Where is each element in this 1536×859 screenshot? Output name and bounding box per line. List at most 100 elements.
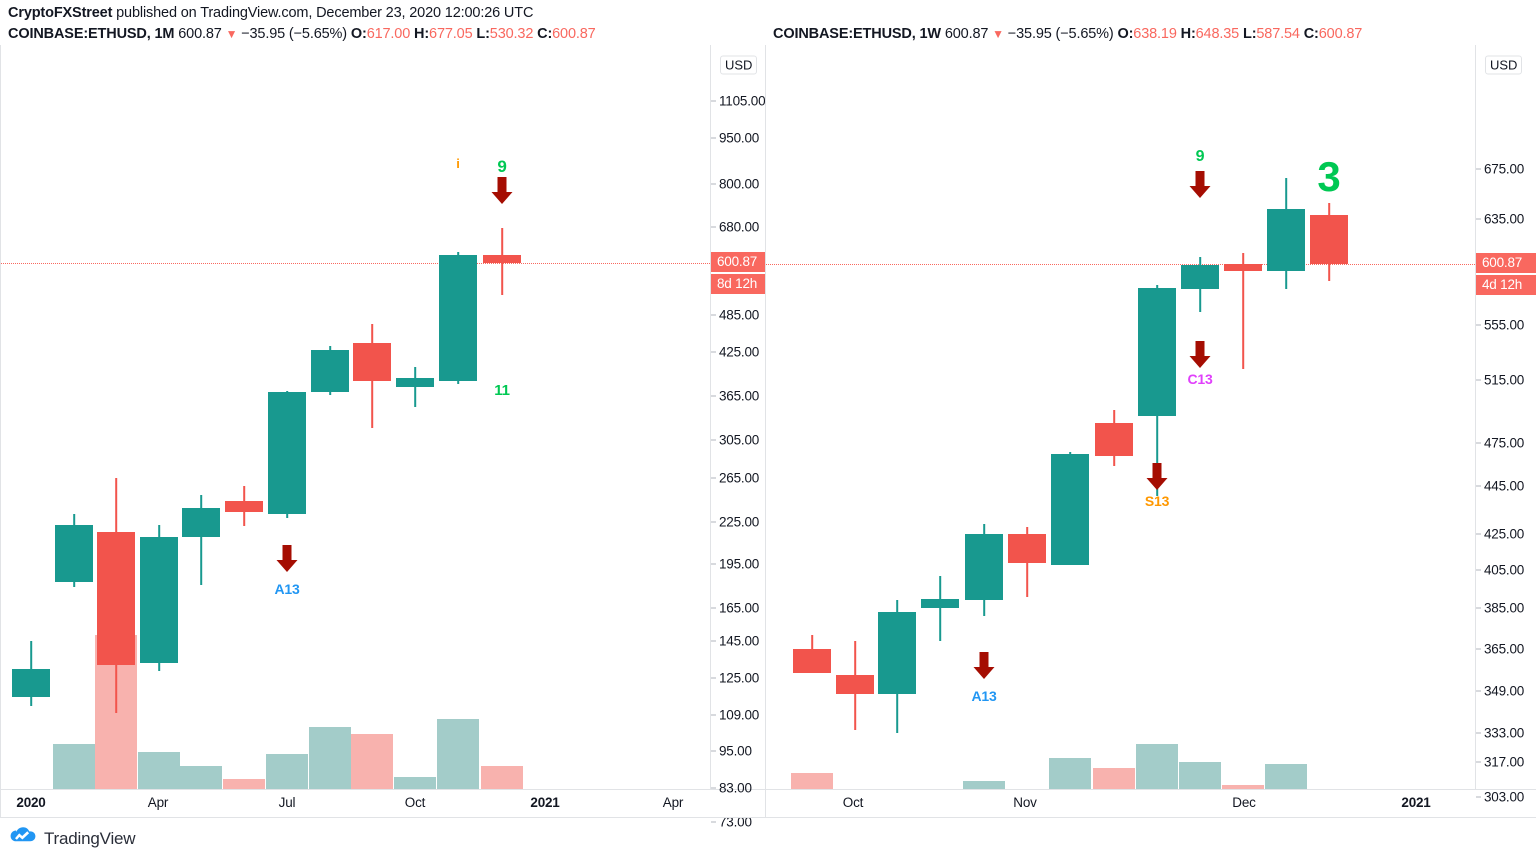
axis-tick-dash [1476, 533, 1481, 535]
weekly-plot-area[interactable]: A13 S13 C13 9 3 [765, 45, 1475, 790]
axis-tick-dash [711, 351, 716, 353]
axis-tick-label: 555.00 [1484, 317, 1525, 333]
count-11-marker-label: 11 [494, 382, 510, 399]
axis-tick-label: 333.00 [1484, 725, 1525, 741]
candle-body[interactable] [439, 254, 477, 381]
left-change: −35.95 (−5.65%) [241, 26, 347, 42]
volume-bar [53, 743, 95, 789]
candle-body[interactable] [921, 598, 959, 608]
axis-tick-label: 485.00 [719, 307, 760, 323]
axis-tick-label: 635.00 [1484, 211, 1525, 227]
axis-tick-label: 109.00 [719, 707, 760, 723]
axis-tick-label: 95.00 [719, 743, 752, 759]
volume-bar [1179, 762, 1221, 789]
axis-tick-label: 303.00 [1484, 789, 1525, 805]
axis-tick-dash [711, 607, 716, 609]
volume-bar [791, 772, 833, 789]
axis-tick-dash [711, 821, 716, 823]
axis-tick-label: 349.00 [1484, 683, 1525, 699]
axis-tick-label: 365.00 [1484, 641, 1525, 657]
monthly-plot-area[interactable]: A13 9 11 i [0, 45, 710, 790]
weekly-price-axis[interactable]: 675.00 635.00 555.00 515.00 475.00 445.00 425.… [1475, 45, 1536, 805]
candle-wick [414, 367, 416, 407]
current-price-tag[interactable]: 600.87 [1476, 253, 1536, 274]
candle-body[interactable] [1181, 265, 1219, 290]
time-axis-label: Oct [842, 795, 864, 810]
monthly-price-axis[interactable]: 1105.00 950.00 800.00 680.00 485.00 425.00 365… [710, 45, 766, 830]
axis-tick-label: 425.00 [1484, 526, 1525, 542]
weekly-time-axis[interactable]: Oct Nov Dec 2021 [765, 790, 1536, 818]
axis-tick-label: 265.00 [719, 470, 760, 486]
right-chart-legend: COINBASE:ETHUSD, 1W 600.87 ▼ −35.95 (−5.… [773, 26, 1362, 42]
axis-tick-dash [711, 521, 716, 523]
left-close-value: 600.87 [552, 26, 596, 42]
candle-body[interactable] [1224, 264, 1262, 271]
candle-body[interactable] [836, 675, 874, 694]
candle-body[interactable] [396, 377, 434, 388]
candle-body[interactable] [1095, 422, 1133, 456]
bar-countdown-tag[interactable]: 4d 12h [1476, 275, 1536, 296]
candle-body[interactable] [12, 668, 50, 697]
candle-body[interactable] [793, 649, 831, 673]
time-axis-label: 2021 [530, 795, 560, 810]
candle-body[interactable] [55, 524, 93, 582]
axis-tick-dash [1476, 607, 1481, 609]
candle-body[interactable] [268, 391, 306, 515]
axis-tick-dash [1476, 324, 1481, 326]
candle-body[interactable] [1138, 287, 1176, 417]
weekly-chart-panel[interactable]: A13 S13 C13 9 3 675.00 635.00 555.00 515.00 475.… [765, 45, 1536, 805]
axis-tick-dash [1476, 442, 1481, 444]
candle-body[interactable] [878, 612, 916, 694]
candle-body[interactable] [353, 342, 391, 382]
tradingview-brand-label: TradingView [44, 828, 136, 848]
candle-body[interactable] [1267, 209, 1305, 271]
time-axis-label: Oct [404, 795, 426, 810]
axis-tick-dash [711, 640, 716, 642]
right-symbol-label: COINBASE:ETHUSD, 1W [773, 26, 941, 42]
axis-tick-dash [711, 137, 716, 139]
a13-marker-label: A13 [971, 688, 997, 704]
right-low-label: L: [1242, 26, 1257, 42]
candle-body[interactable] [965, 534, 1003, 601]
s13-marker-arrow [1145, 463, 1169, 496]
tradingview-footer: TradingView [10, 826, 136, 851]
axis-tick-label: 73.00 [719, 814, 752, 830]
time-axis-label: 2020 [16, 795, 46, 810]
volume-bar [223, 778, 265, 789]
candle-body[interactable] [311, 350, 349, 392]
currency-badge[interactable]: USD [720, 55, 758, 75]
down-triangle-icon: ▼ [992, 27, 1004, 41]
candle-body[interactable] [1310, 215, 1348, 265]
candle-body[interactable] [1008, 534, 1046, 563]
monthly-time-axis[interactable]: 2020 Apr Jul Oct 2021 Apr [0, 790, 765, 818]
current-price-tag[interactable]: 600.87 [711, 251, 765, 272]
left-low-value: 530.32 [489, 26, 534, 42]
axis-tick-dash [711, 439, 716, 441]
candle-body[interactable] [182, 507, 220, 538]
volume-bar [963, 780, 1005, 789]
c13-marker-arrow [1188, 341, 1212, 374]
bar-countdown-tag[interactable]: 8d 12h [711, 273, 765, 294]
axis-tick-dash [711, 750, 716, 752]
candle-body[interactable] [140, 537, 178, 664]
right-change: −35.95 (−5.65%) [1007, 26, 1114, 42]
candle-body[interactable] [225, 501, 263, 513]
right-high-label: H: [1180, 26, 1196, 42]
candle-body[interactable] [97, 531, 135, 666]
left-chart-legend: COINBASE:ETHUSD, 1M 600.87 ▼ −35.95 (−5.… [8, 26, 596, 42]
time-axis-label: Apr [147, 795, 169, 810]
left-close-label: C: [537, 26, 553, 42]
axis-tick-dash [711, 477, 716, 479]
candle-body[interactable] [1051, 454, 1089, 565]
candle-body[interactable] [483, 255, 521, 263]
right-close-label: C: [1303, 26, 1319, 42]
left-symbol-label: COINBASE:ETHUSD, 1M [8, 26, 175, 42]
axis-tick-label: 675.00 [1484, 161, 1525, 177]
axis-tick-dash [711, 787, 716, 789]
axis-tick-label: 305.00 [719, 432, 760, 448]
current-price-line [1, 262, 710, 264]
axis-tick-label: 800.00 [719, 176, 760, 192]
monthly-chart-panel[interactable]: A13 9 11 i 1105.00 950.00 800.00 680.00 485.00 4… [0, 45, 766, 830]
currency-badge[interactable]: USD [1485, 55, 1523, 75]
